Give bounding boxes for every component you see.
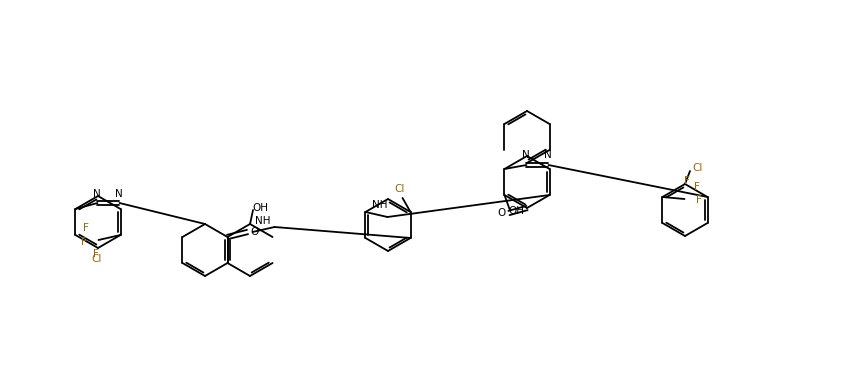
- Text: F: F: [80, 237, 86, 247]
- Text: Cl: Cl: [394, 184, 405, 194]
- Text: NH: NH: [371, 200, 387, 209]
- Text: N: N: [544, 150, 551, 160]
- Text: F: F: [83, 223, 89, 233]
- Text: Cl: Cl: [693, 163, 703, 173]
- Text: N: N: [115, 189, 122, 199]
- Text: OH: OH: [252, 203, 268, 213]
- Text: F: F: [694, 182, 700, 192]
- Text: Cl: Cl: [92, 254, 102, 264]
- Text: OH: OH: [508, 206, 524, 216]
- Text: NH: NH: [255, 216, 270, 226]
- Text: F: F: [684, 176, 690, 186]
- Text: F: F: [93, 249, 99, 259]
- Text: O: O: [251, 227, 258, 237]
- Text: N: N: [93, 189, 100, 199]
- Text: O: O: [498, 208, 506, 218]
- Text: F: F: [695, 195, 701, 205]
- Text: N: N: [522, 150, 529, 160]
